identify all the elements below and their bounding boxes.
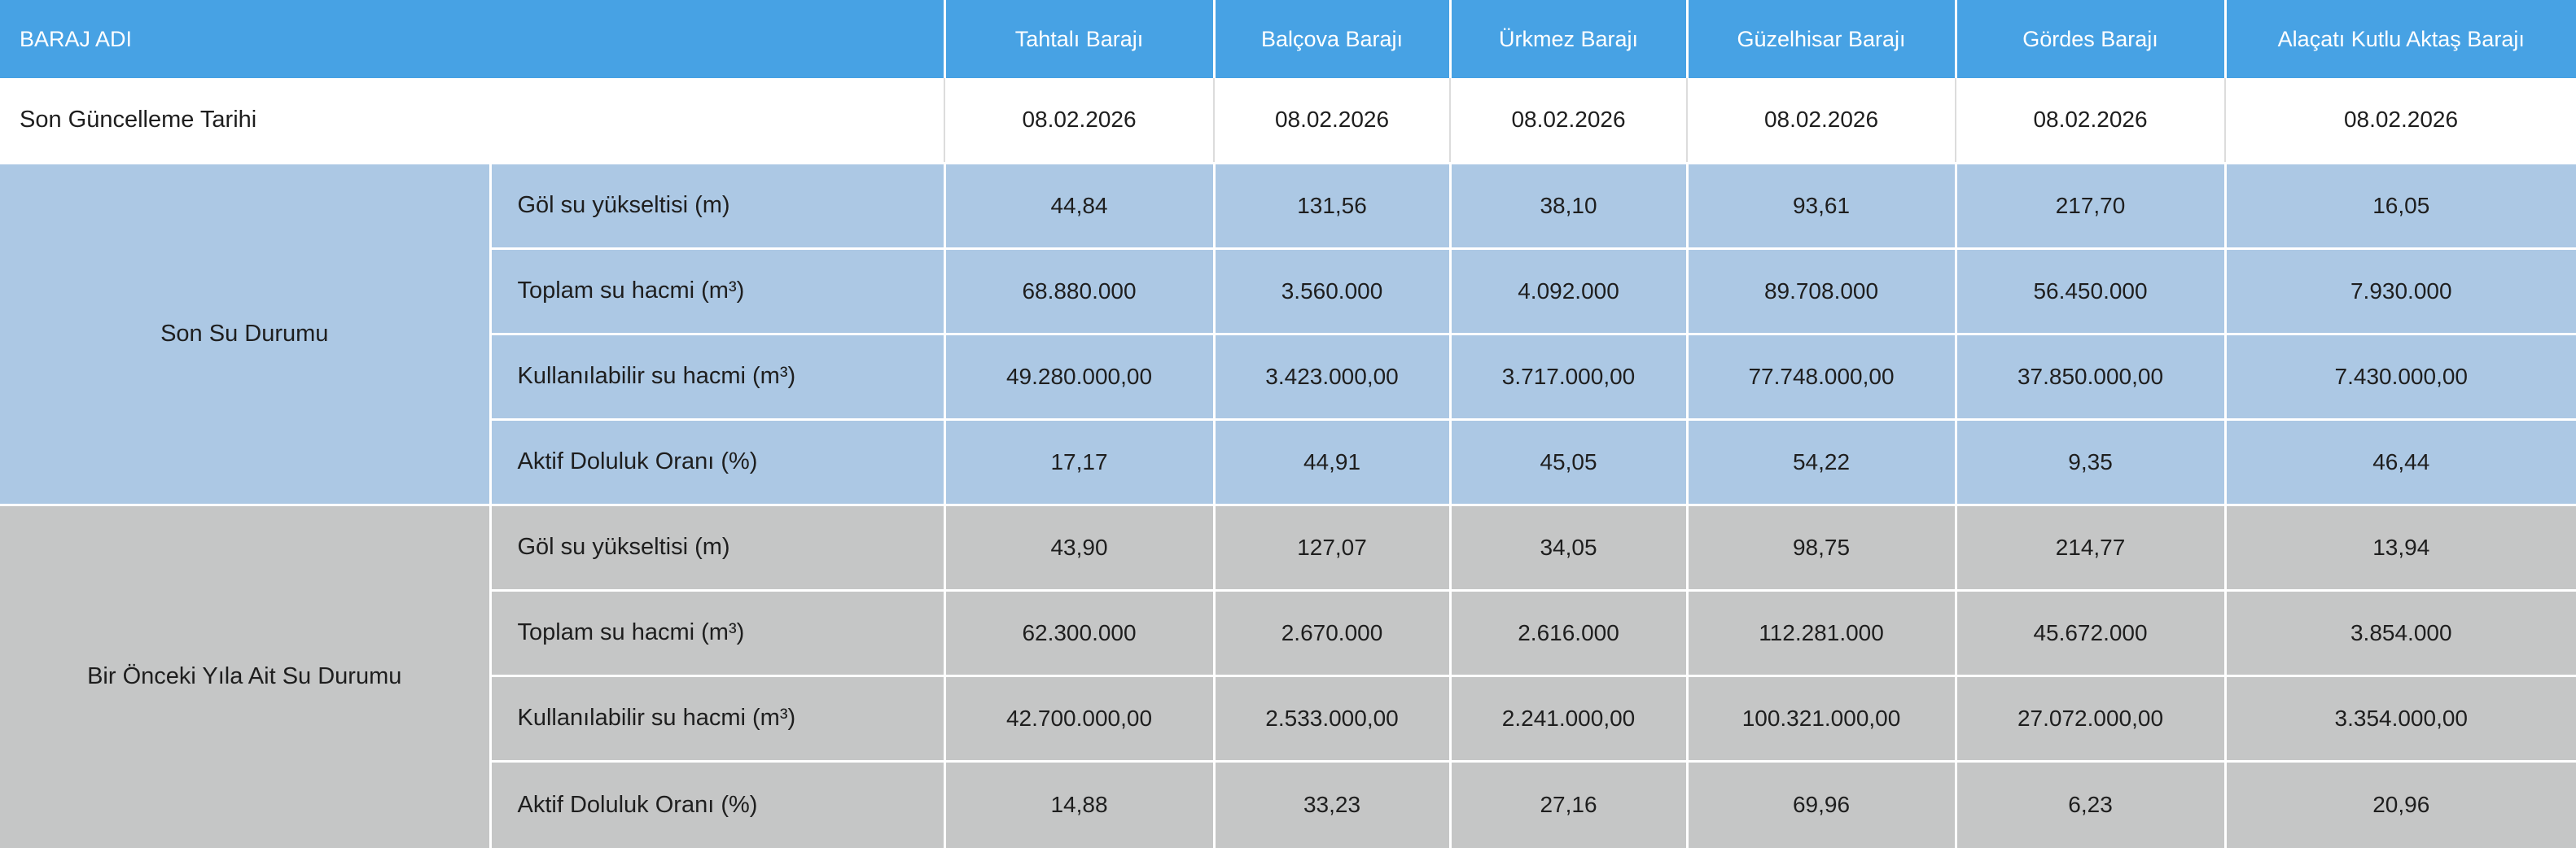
data-cell: 100.321.000,00 [1687,674,1957,761]
data-cell: 6,23 [1956,759,2227,848]
table-row: Kullanılabilir su hacmi (m³) 49.280.000,… [0,332,2576,419]
table-row: Aktif Doluluk Oranı (%) 14,88 33,23 27,1… [0,759,2576,848]
data-cell: 34,05 [1450,503,1689,590]
data-cell: 112.281.000 [1687,588,1957,675]
date-cell: 08.02.2026 [944,78,1216,163]
data-cell: 217,70 [1956,161,2227,248]
table-row: Aktif Doluluk Oranı (%) 17,17 44,91 45,0… [0,417,2576,505]
data-cell: 77.748.000,00 [1687,332,1957,419]
table-row: Kullanılabilir su hacmi (m³) 42.700.000,… [0,674,2576,761]
col-header-dam-gordes: Gördes Barajı [1956,0,2227,78]
col-header-dam-guzelhisar: Güzelhisar Barajı [1687,0,1957,78]
data-cell: 3.854.000 [2225,588,2576,675]
data-cell: 54,22 [1687,417,1957,505]
row-label: Aktif Doluluk Oranı (%) [490,759,946,848]
row-label: Kullanılabilir su hacmi (m³) [490,332,946,419]
col-header-dam-tahtali: Tahtalı Barajı [944,0,1216,78]
date-cell: 08.02.2026 [1956,78,2227,163]
data-cell: 89.708.000 [1687,247,1957,334]
col-header-dam-urkmez: Ürkmez Barajı [1450,0,1689,78]
section-title-previous-year: Bir Önceki Yıla Ait Su Durumu [0,503,492,848]
col-header-dam-alacati: Alaçatı Kutlu Aktaş Barajı [2225,0,2576,78]
data-cell: 46,44 [2225,417,2576,505]
data-cell: 62.300.000 [944,588,1216,675]
row-label: Kullanılabilir su hacmi (m³) [490,674,946,761]
data-cell: 98,75 [1687,503,1957,590]
data-cell: 56.450.000 [1956,247,2227,334]
data-cell: 2.616.000 [1450,588,1689,675]
data-cell: 16,05 [2225,161,2576,248]
date-cell: 08.02.2026 [1450,78,1689,163]
data-cell: 45,05 [1450,417,1689,505]
row-label: Göl su yükseltisi (m) [490,161,946,248]
data-cell: 9,35 [1956,417,2227,505]
data-cell: 4.092.000 [1450,247,1689,334]
table-row: Toplam su hacmi (m³) 62.300.000 2.670.00… [0,588,2576,675]
data-cell: 37.850.000,00 [1956,332,2227,419]
data-cell: 131,56 [1214,161,1452,248]
date-cell: 08.02.2026 [1687,78,1957,163]
data-cell: 38,10 [1450,161,1689,248]
row-label-last-update: Son Güncelleme Tarihi [0,78,946,163]
data-cell: 3.717.000,00 [1450,332,1689,419]
data-cell: 44,91 [1214,417,1452,505]
data-cell: 7.430.000,00 [2225,332,2576,419]
data-cell: 2.670.000 [1214,588,1452,675]
date-cell: 08.02.2026 [2225,78,2576,163]
data-cell: 27.072.000,00 [1956,674,2227,761]
table-row: Toplam su hacmi (m³) 68.880.000 3.560.00… [0,247,2576,334]
date-cell: 08.02.2026 [1214,78,1452,163]
data-cell: 42.700.000,00 [944,674,1216,761]
table-row: Son Su Durumu Göl su yükseltisi (m) 44,8… [0,161,2576,505]
row-label: Göl su yükseltisi (m) [490,503,946,590]
data-cell: 214,77 [1956,503,2227,590]
col-header-baraj-adi: BARAJ ADI [0,0,946,78]
data-cell: 69,96 [1687,759,1957,848]
header-row: BARAJ ADI Tahtalı Barajı Balçova Barajı … [0,0,2576,78]
data-cell: 17,17 [944,417,1216,505]
data-cell: 2.241.000,00 [1450,674,1689,761]
data-cell: 3.560.000 [1214,247,1452,334]
table-row: Bir Önceki Yıla Ait Su Durumu Göl su yük… [0,503,2576,848]
data-cell: 44,84 [944,161,1216,248]
data-cell: 68.880.000 [944,247,1216,334]
data-cell: 3.423.000,00 [1214,332,1452,419]
row-label: Toplam su hacmi (m³) [490,247,946,334]
data-cell: 14,88 [944,759,1216,848]
data-cell: 93,61 [1687,161,1957,248]
data-cell: 7.930.000 [2225,247,2576,334]
data-cell: 3.354.000,00 [2225,674,2576,761]
data-cell: 2.533.000,00 [1214,674,1452,761]
data-cell: 27,16 [1450,759,1689,848]
row-label: Aktif Doluluk Oranı (%) [490,417,946,505]
data-cell: 49.280.000,00 [944,332,1216,419]
data-cell: 13,94 [2225,503,2576,590]
row-label: Toplam su hacmi (m³) [490,588,946,675]
update-date-row: Son Güncelleme Tarihi 08.02.2026 08.02.2… [0,78,2576,163]
data-cell: 127,07 [1214,503,1452,590]
data-cell: 33,23 [1214,759,1452,848]
section-title-current-status: Son Su Durumu [0,161,492,505]
data-cell: 20,96 [2225,759,2576,848]
data-cell: 45.672.000 [1956,588,2227,675]
data-cell: 43,90 [944,503,1216,590]
col-header-dam-balcova: Balçova Barajı [1214,0,1452,78]
